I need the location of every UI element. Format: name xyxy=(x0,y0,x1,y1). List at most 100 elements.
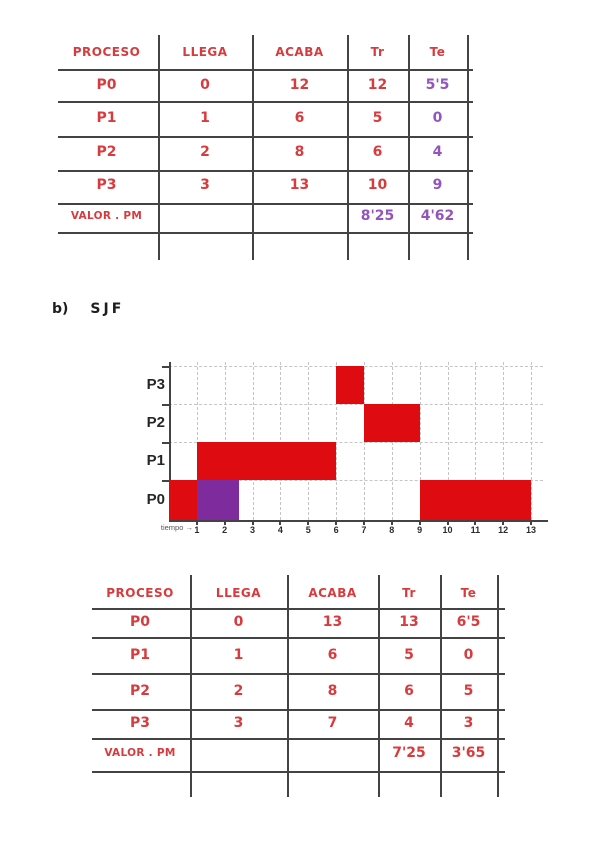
table-cell: 13 xyxy=(322,614,343,630)
gantt-bar-p3 xyxy=(336,366,364,404)
gantt-y-tick xyxy=(162,442,169,444)
gantt-hgridline xyxy=(169,404,543,405)
gantt-x-tick-label: 6 xyxy=(333,525,339,535)
column-header: ACABA xyxy=(275,45,324,59)
table-cell: 3 xyxy=(463,715,474,731)
table-row: P1 1 6 5 0 xyxy=(90,641,497,669)
algorithm-title: SJF xyxy=(90,301,125,317)
results-table-bottom: PROCESO LLEGA ACABA Tr Te P0 0 13 13 6'5… xyxy=(90,573,510,799)
table-cell: 0 xyxy=(463,647,474,663)
gantt-row-label-p0: P0 xyxy=(146,491,165,508)
table-cell: P1 xyxy=(96,110,117,126)
gantt-vgridline xyxy=(308,362,310,520)
gantt-x-tick-label: 7 xyxy=(361,525,367,535)
table-hline xyxy=(92,673,505,675)
gantt-row-label-p2: P2 xyxy=(146,414,165,431)
table-row: P2 2 8 6 4 xyxy=(55,138,467,166)
table-hline xyxy=(58,101,473,103)
gantt-vgridline xyxy=(419,362,421,520)
column-header: Te xyxy=(429,45,446,59)
gantt-x-tick-label: 8 xyxy=(389,525,395,535)
gantt-y-axis xyxy=(169,362,171,522)
gantt-x-tick xyxy=(446,520,449,525)
gantt-hgridline xyxy=(169,442,543,443)
table-row: P2 2 8 6 5 xyxy=(90,677,497,705)
gantt-x-tick xyxy=(251,520,254,525)
table-cell: 0 xyxy=(233,614,244,630)
table-cell: 12 xyxy=(289,77,310,93)
gantt-bar-p1 xyxy=(196,442,337,480)
gantt-chart: 1 2 3 4 5 6 7 8 9 10 11 12 13 P3 P2 P1 P0 tiempo → xyxy=(145,352,557,542)
table-cell: VALOR . PM xyxy=(70,210,143,222)
table-cell: P0 xyxy=(129,614,150,630)
table-row: VALOR . PM 7'25 3'65 xyxy=(90,739,497,767)
table-vline xyxy=(378,575,380,797)
table-vline xyxy=(440,575,442,797)
table-header-row: PROCESO LLEGA ACABA Tr Te xyxy=(90,579,497,607)
table-cell: 6 xyxy=(294,110,305,126)
table-row: P0 0 13 13 6'5 xyxy=(90,608,497,636)
table-hline xyxy=(92,771,505,773)
gantt-x-tick xyxy=(502,520,505,525)
gantt-vgridline xyxy=(224,362,226,520)
gantt-x-tick xyxy=(195,520,198,525)
gantt-x-tick xyxy=(279,520,282,525)
table-row: P3 3 13 10 9 xyxy=(55,171,467,199)
table-vline xyxy=(347,35,349,260)
gantt-axis-title: tiempo → xyxy=(160,523,193,532)
column-header: ACABA xyxy=(308,586,357,600)
table-cell: P2 xyxy=(129,683,150,699)
table-cell: 7 xyxy=(327,715,338,731)
table-cell: 2 xyxy=(233,683,244,699)
table-cell: P1 xyxy=(129,647,150,663)
gantt-vgridline xyxy=(447,362,449,520)
gantt-x-tick xyxy=(530,520,533,525)
table-cell: 5'5 xyxy=(425,77,450,93)
table-cell: 10 xyxy=(367,177,388,193)
gantt-x-tick-label: 13 xyxy=(526,525,537,535)
table-cell: 6 xyxy=(327,647,338,663)
gantt-x-tick xyxy=(362,520,365,525)
gantt-bar-p0 xyxy=(196,480,239,520)
table-cell: 3'65 xyxy=(451,745,486,761)
table-cell: 4 xyxy=(404,715,414,731)
table-vline xyxy=(287,575,289,797)
gantt-x-tick xyxy=(223,520,226,525)
gantt-y-tick xyxy=(162,404,169,406)
table-hline xyxy=(92,738,505,740)
table-cell: 7'25 xyxy=(392,745,426,761)
gantt-x-tick xyxy=(335,520,338,525)
section-marker: b) xyxy=(52,301,69,317)
table-hline xyxy=(58,69,473,71)
gantt-hgridline xyxy=(169,480,543,481)
gantt-vgridline xyxy=(531,362,533,520)
gantt-x-tick xyxy=(390,520,393,525)
table-cell: 5 xyxy=(372,110,383,126)
gantt-x-tick-label: 4 xyxy=(277,525,283,535)
table-cell: P0 xyxy=(96,77,117,93)
column-header: Tr xyxy=(370,45,385,59)
table-row: VALOR . PM 8'25 4'62 xyxy=(55,202,467,230)
table-hline xyxy=(92,709,505,711)
gantt-row-label-p1: P1 xyxy=(146,452,165,469)
gantt-x-tick-label: 12 xyxy=(498,525,509,535)
table-cell: 8 xyxy=(327,683,338,699)
gantt-x-tick-label: 3 xyxy=(250,525,256,535)
table-cell: P3 xyxy=(96,177,117,193)
gantt-y-tick xyxy=(162,480,169,482)
table-header-row: PROCESO LLEGA ACABA Tr Te xyxy=(55,38,467,66)
table-vline xyxy=(497,575,499,797)
column-header: LLEGA xyxy=(215,586,262,600)
table-hline xyxy=(92,608,505,610)
gantt-vgridline xyxy=(336,362,338,520)
gantt-bar-p2 xyxy=(363,404,420,442)
table-cell: 6 xyxy=(404,683,414,699)
gantt-vgridline xyxy=(475,362,477,520)
column-header: Tr xyxy=(402,586,416,600)
gantt-vgridline xyxy=(280,362,282,520)
column-header: PROCESO xyxy=(72,45,141,59)
gantt-x-tick-label: 9 xyxy=(417,525,423,535)
table-cell: 1 xyxy=(200,110,210,126)
table-cell: 1 xyxy=(233,647,244,663)
